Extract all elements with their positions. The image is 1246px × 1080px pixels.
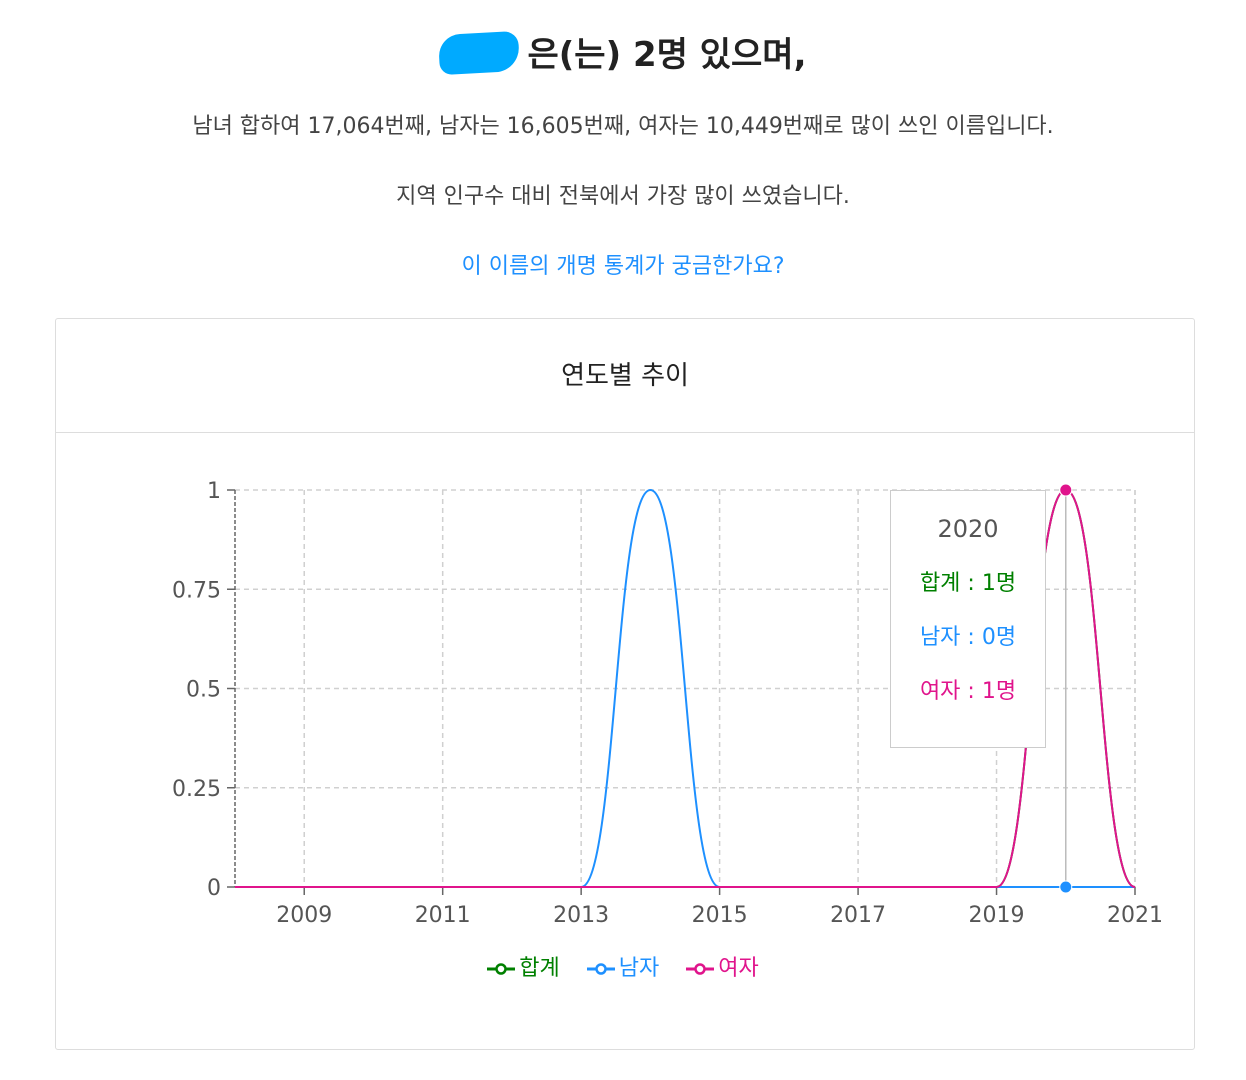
tooltip-year: 2020 [937,515,999,543]
y-tick-label: 1 [207,479,221,504]
active-dot-male [1059,880,1073,894]
legend-item-male[interactable]: 남자 [586,950,660,982]
rename-stats-link[interactable]: 이 이름의 개명 통계가 궁금한가요? [461,254,785,279]
x-tick-label: 2011 [415,903,471,928]
region-sentence: 지역 인구수 대비 전북에서 가장 많이 쓰였습니다. [396,184,850,209]
chart-legend: 합계 남자 여자 [0,950,1246,982]
y-tick-label: 0.75 [172,578,221,603]
rank-sentence: 남녀 합하여 17,064번째, 남자는 16,605번째, 여자는 10,44… [192,114,1054,139]
legend-item-female[interactable]: 여자 [686,950,759,982]
legend-marker-female [686,963,715,975]
legend-label-male: 남자 [618,956,660,981]
card-title: 연도별 추이 [56,319,1194,433]
tooltip-total: 합계 : 1명 [919,571,1017,596]
legend-label-total: 합계 [519,956,560,981]
y-tick-label: 0.25 [172,777,221,802]
x-tick-label: 2013 [553,903,609,928]
legend-label-female: 여자 [718,956,759,981]
series-line-female [234,488,1136,889]
legend-marker-male [586,963,615,975]
headline: 은(는) 2명 있으며, [0,30,1246,80]
x-tick-label: 2009 [276,903,332,928]
x-tick-label: 2017 [830,903,886,928]
legend-item-total[interactable]: 합계 [487,950,560,982]
headline-text: 은(는) 2명 있으며, [527,35,807,75]
x-tick-label: 2015 [692,903,748,928]
y-tick-label: 0 [207,876,221,901]
chart-tooltip: 2020 합계 : 1명 남자 : 0명 여자 : 1명 [890,490,1046,748]
y-tick-label: 0.5 [186,678,221,703]
tooltip-male: 남자 : 0명 [919,625,1017,650]
x-tick-label: 2019 [969,903,1025,928]
tooltip-female: 여자 : 1명 [919,679,1017,704]
legend-marker-total [487,963,516,975]
x-tick-label: 2021 [1107,903,1163,928]
active-dot-female [1059,483,1073,497]
